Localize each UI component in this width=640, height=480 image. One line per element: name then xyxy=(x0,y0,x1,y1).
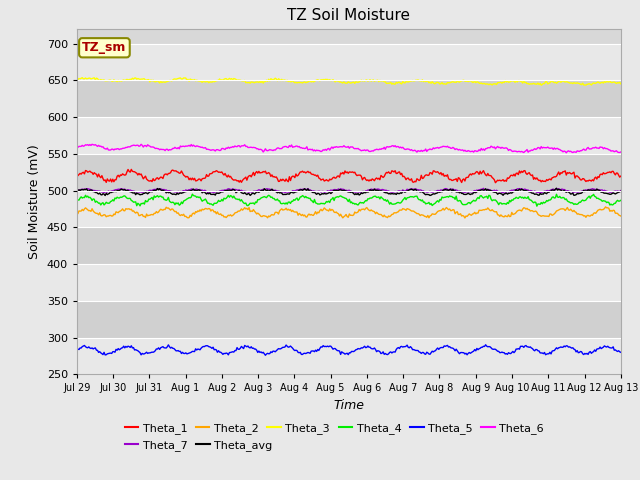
Bar xyxy=(77,228,621,264)
Y-axis label: Soil Moisture (mV): Soil Moisture (mV) xyxy=(28,144,41,259)
Legend: Theta_7, Theta_avg: Theta_7, Theta_avg xyxy=(120,436,276,456)
Bar xyxy=(77,117,621,154)
Bar xyxy=(77,264,621,301)
Bar xyxy=(77,301,621,337)
Title: TZ Soil Moisture: TZ Soil Moisture xyxy=(287,9,410,24)
Bar xyxy=(77,80,621,117)
Bar xyxy=(77,154,621,191)
Bar xyxy=(77,337,621,374)
Text: TZ_sm: TZ_sm xyxy=(82,41,127,54)
Bar xyxy=(77,191,621,228)
Bar xyxy=(77,44,621,80)
X-axis label: Time: Time xyxy=(333,399,364,412)
